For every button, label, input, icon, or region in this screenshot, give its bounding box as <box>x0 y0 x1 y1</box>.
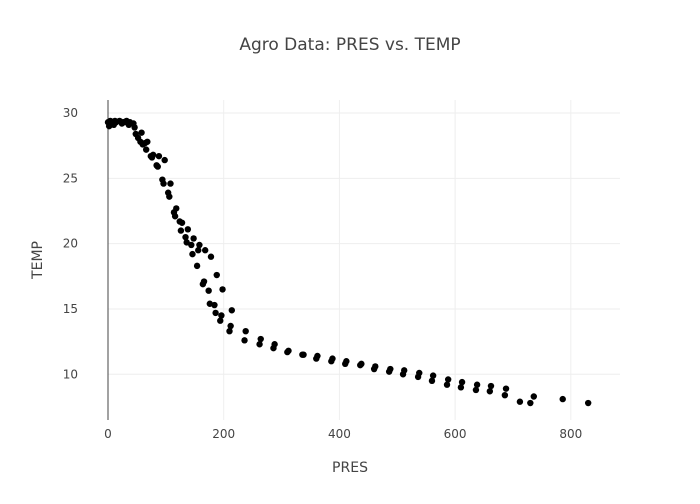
y-tick-label: 15 <box>63 302 78 316</box>
data-point <box>242 327 249 335</box>
data-point <box>271 341 278 348</box>
data-point <box>173 205 180 212</box>
data-point <box>160 180 167 187</box>
data-point <box>184 226 192 233</box>
x-tick-label: 400 <box>328 427 351 441</box>
data-point <box>211 301 218 309</box>
data-point <box>502 385 510 392</box>
data-point <box>171 213 179 220</box>
data-point <box>416 369 423 377</box>
data-point <box>195 247 202 254</box>
data-point <box>155 152 163 160</box>
data-point <box>144 138 151 145</box>
data-point <box>177 227 185 234</box>
data-point <box>443 381 451 388</box>
data-point <box>189 250 196 258</box>
y-tick-label: 10 <box>63 367 78 381</box>
x-tick-label: 0 <box>104 427 112 441</box>
data-point <box>217 317 224 324</box>
data-point <box>501 391 509 399</box>
data-point <box>559 395 566 403</box>
data-point <box>228 307 236 314</box>
data-point <box>219 286 226 293</box>
data-point <box>149 151 157 159</box>
data-point <box>473 381 481 388</box>
data-point <box>516 398 524 405</box>
data-point <box>201 247 209 254</box>
x-axis-label: PRES <box>332 460 368 476</box>
data-point <box>193 262 201 270</box>
data-point <box>166 193 173 200</box>
data-point <box>188 241 195 249</box>
x-tick-label: 600 <box>444 427 467 441</box>
data-point <box>584 399 592 407</box>
data-point <box>256 341 263 348</box>
data-point <box>329 355 336 362</box>
data-point <box>401 367 408 374</box>
data-point <box>218 312 225 319</box>
data-point <box>530 393 537 400</box>
data-point <box>190 235 197 242</box>
chart-title: Agro Data: PRES vs. TEMP <box>239 35 460 55</box>
data-point <box>241 337 248 344</box>
data-point <box>257 335 264 343</box>
data-point <box>178 219 186 226</box>
data-point <box>387 365 394 373</box>
data-point <box>182 233 189 241</box>
data-point <box>472 386 480 394</box>
x-tick-labels: 0 200 400 600 800 <box>104 427 582 441</box>
data-point <box>358 360 365 368</box>
data-point <box>200 278 208 285</box>
data-point <box>196 241 203 249</box>
data-point <box>213 271 220 279</box>
data-point <box>226 327 233 335</box>
data-point <box>343 358 350 365</box>
data-point <box>212 309 219 317</box>
data-point <box>487 382 495 390</box>
data-point <box>428 377 436 385</box>
data-point <box>167 180 174 187</box>
data-point <box>227 322 234 330</box>
data-point <box>429 372 437 379</box>
y-axis-label: TEMP <box>30 241 46 280</box>
data-point <box>486 388 494 395</box>
data-point <box>457 384 465 391</box>
y-tick-labels: 10 15 20 25 30 <box>63 106 78 381</box>
data-point <box>314 352 321 360</box>
data-point <box>527 399 534 407</box>
data-point <box>154 163 161 170</box>
data-point <box>458 378 466 386</box>
data-point <box>131 124 138 131</box>
y-tick-label: 20 <box>63 237 78 251</box>
data-point <box>285 347 292 354</box>
x-tick-label: 200 <box>212 427 235 441</box>
grid-lines <box>108 100 620 420</box>
data-points <box>104 117 592 407</box>
x-tick-label: 800 <box>559 427 582 441</box>
data-point <box>205 287 212 294</box>
y-tick-label: 30 <box>63 106 78 120</box>
data-point <box>207 253 215 260</box>
data-point <box>142 146 150 153</box>
data-point <box>138 129 145 136</box>
data-point <box>372 363 379 370</box>
data-point <box>444 376 452 383</box>
data-point <box>300 351 307 358</box>
y-tick-label: 25 <box>63 171 78 185</box>
data-point <box>161 156 168 164</box>
